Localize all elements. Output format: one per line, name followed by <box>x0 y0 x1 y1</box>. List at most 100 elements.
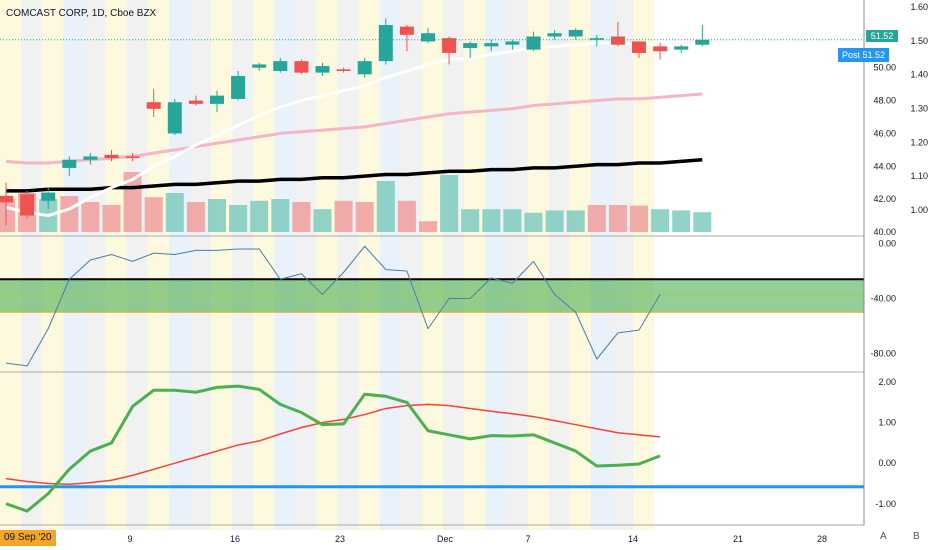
x-tick-label: 7 <box>525 534 530 544</box>
candle-body <box>336 69 351 71</box>
volume-bar <box>376 181 395 232</box>
volume-bar <box>524 212 543 232</box>
macd-tick-label: 0.00 <box>878 458 896 468</box>
background-stripe <box>337 0 359 530</box>
signal-line <box>5 403 661 486</box>
volume-bar <box>419 221 437 232</box>
background-stripe <box>253 0 275 530</box>
secondary-tick-label: 1.00 <box>910 205 928 215</box>
candle-body <box>463 43 478 48</box>
volume-bar <box>503 209 522 232</box>
last-price-tag: 51.52 <box>866 30 898 42</box>
x-tick-label: 16 <box>230 534 240 544</box>
background-stripe <box>0 0 22 530</box>
price-tick-label: 40.00 <box>873 227 896 237</box>
candle-body <box>484 43 499 47</box>
background-stripe <box>611 0 633 530</box>
background-stripe <box>485 0 507 530</box>
volume-bar <box>482 209 501 232</box>
secondary-tick-label: 1.30 <box>910 104 928 114</box>
background-stripe <box>295 0 317 530</box>
candle-body <box>146 102 161 109</box>
volume-bar <box>440 175 459 232</box>
price-tick-label: 48.00 <box>873 96 896 106</box>
oscillator-tick-label: -80.00 <box>870 349 896 359</box>
secondary-tick-label: 1.50 <box>910 36 928 46</box>
x-tick-label: Dec <box>437 534 454 544</box>
price-pane[interactable] <box>0 18 864 232</box>
volume-bar <box>355 202 374 232</box>
background-stripe <box>274 0 296 530</box>
volume-bar <box>693 212 712 232</box>
macd-tick-label: -1.00 <box>875 499 896 509</box>
secondary-tick-label: 1.10 <box>910 171 928 181</box>
candle-body <box>610 36 625 45</box>
background-stripe <box>63 0 85 530</box>
background-stripe <box>443 0 465 530</box>
x-tick-label: 21 <box>733 534 743 544</box>
background-stripe <box>358 0 380 530</box>
auto-scale-button[interactable]: A <box>880 531 887 542</box>
macd-tick-label: 2.00 <box>878 377 896 387</box>
secondary-tick-label: 1.40 <box>910 70 928 80</box>
oscillator-tick-label: 0.00 <box>878 239 896 249</box>
oscillator-pane[interactable] <box>0 245 864 367</box>
candle-body <box>167 102 182 134</box>
background-stripe <box>400 0 422 530</box>
price-tick-label: 46.00 <box>873 128 896 138</box>
volume-bar <box>461 209 480 232</box>
background-stripe <box>84 0 106 530</box>
candle-body <box>188 100 203 104</box>
x-tick-label: 23 <box>335 534 345 544</box>
volume-bar <box>292 202 311 232</box>
ema-fast-line <box>5 41 703 218</box>
candle-body <box>83 156 98 160</box>
candle-body <box>273 61 288 71</box>
candle-body <box>399 26 414 35</box>
volume-bar <box>587 205 606 232</box>
candle-body <box>41 192 56 201</box>
ema-slow-line <box>6 157 703 193</box>
volume-bar <box>334 200 353 232</box>
background-stripe <box>168 0 190 530</box>
background-stripe <box>42 0 64 530</box>
macd-tick-label: 1.00 <box>878 418 896 428</box>
background-stripe <box>506 0 528 530</box>
volume-bar <box>608 205 627 232</box>
volume-bar <box>208 199 226 232</box>
volume-bar <box>0 199 15 232</box>
candle-body <box>315 66 330 73</box>
candle-body <box>20 194 35 216</box>
background-stripe <box>633 0 655 530</box>
price-tick-label: 44.00 <box>873 161 896 171</box>
candle-body <box>547 33 562 37</box>
volume-bar <box>186 202 205 232</box>
background-stripe <box>569 0 591 530</box>
oscillator-tick-label: -40.00 <box>870 294 896 304</box>
background-stripe <box>126 0 148 530</box>
ema-mid-line <box>5 92 703 165</box>
oscillator-zone <box>0 279 864 313</box>
candle-body <box>653 46 668 52</box>
background-stripe <box>590 0 612 530</box>
candle-body <box>104 154 119 159</box>
background-stripe <box>464 0 486 530</box>
x-tick-label: 14 <box>628 534 638 544</box>
price-tick-label: 50.00 <box>873 63 896 73</box>
candle-body <box>589 38 604 40</box>
volume-bar <box>651 209 670 232</box>
macd-pane[interactable] <box>0 384 864 513</box>
candle-body <box>252 64 267 68</box>
background-stripe <box>316 0 338 530</box>
candle-body <box>632 41 646 53</box>
log-scale-button[interactable]: B <box>913 531 920 542</box>
chart-title: COMCAST CORP, 1D, Cboe BZX <box>6 8 157 19</box>
candle-body <box>125 156 140 159</box>
candle-body <box>294 61 309 73</box>
volume-bar <box>250 200 269 232</box>
candle-body <box>231 75 246 99</box>
candle-body <box>62 159 77 168</box>
background-stripe <box>105 0 127 530</box>
